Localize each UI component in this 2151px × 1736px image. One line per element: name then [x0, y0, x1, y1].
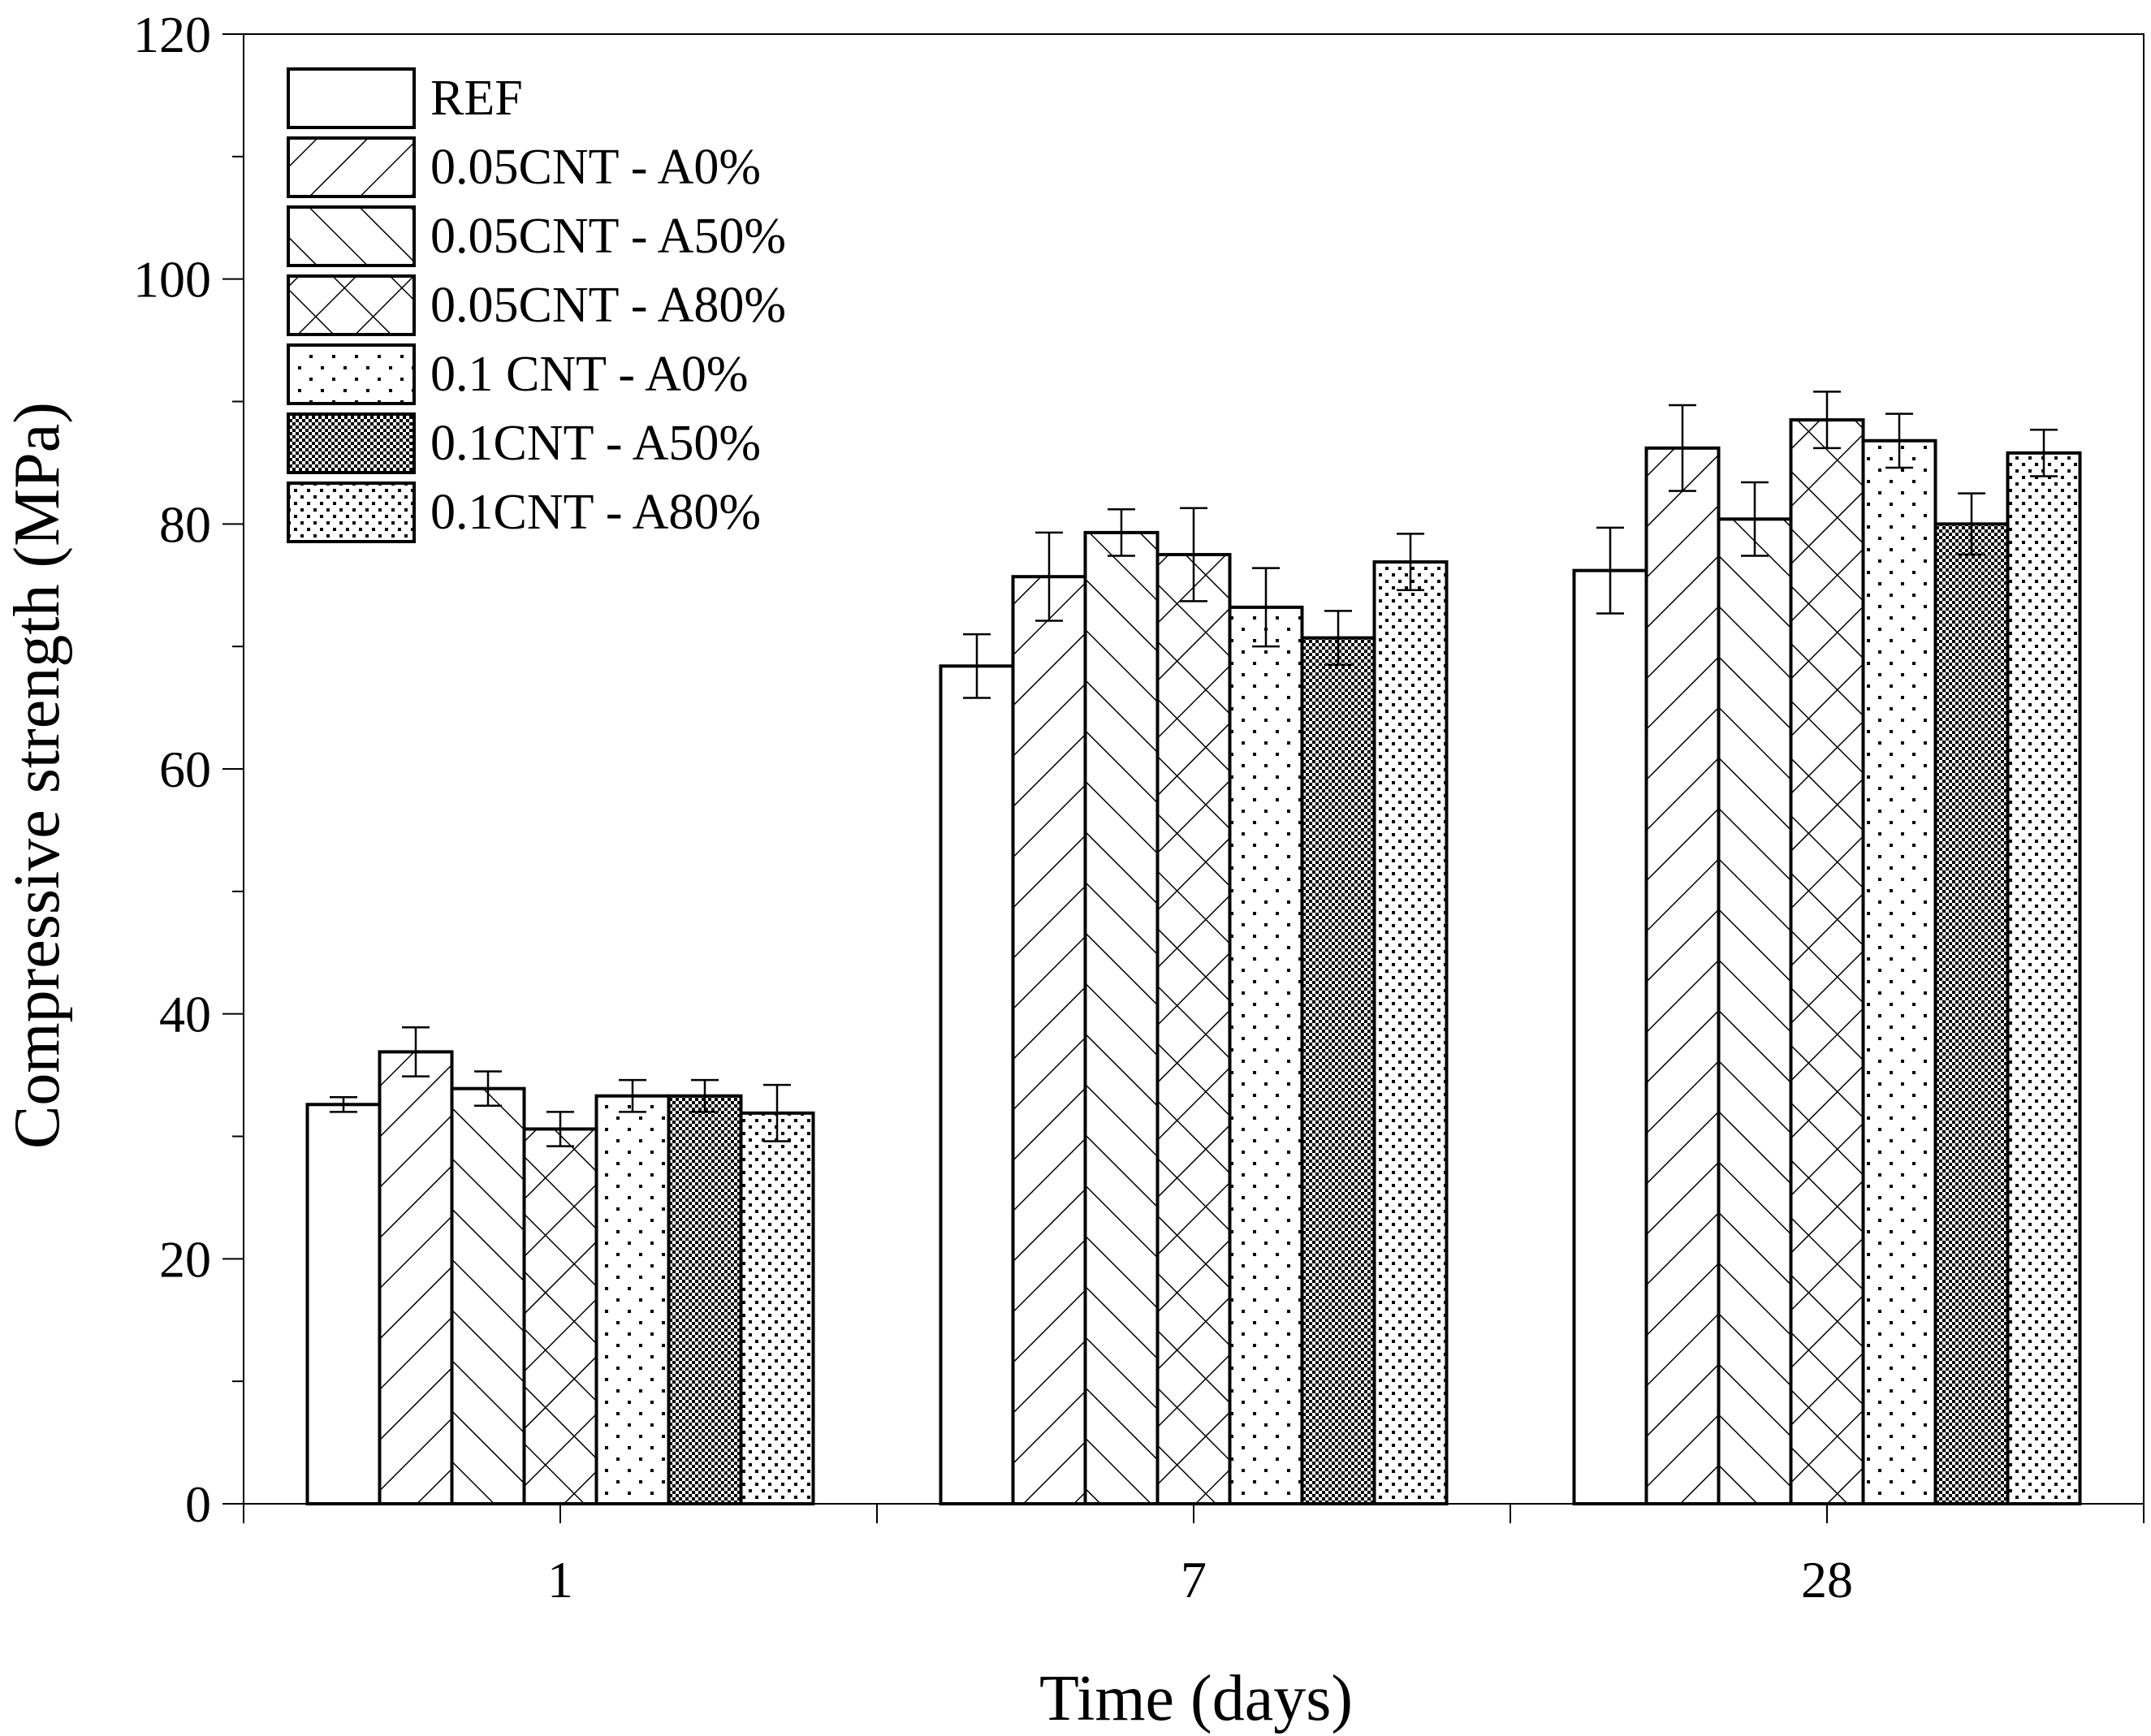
y-tick-label: 60: [159, 741, 211, 798]
bar: [1372, 560, 1449, 1505]
legend-swatch: [287, 412, 416, 474]
bar: [1861, 438, 1937, 1505]
y-tick-label: 100: [133, 251, 211, 309]
x-axis-title: Time (days): [1039, 1663, 1353, 1734]
y-tick-label: 120: [133, 6, 211, 63]
y-tick-label: 80: [159, 495, 211, 553]
legend-entry: 0.1 CNT - A0%: [430, 347, 749, 402]
bar: [1717, 517, 1793, 1505]
legend-swatch: [287, 482, 416, 543]
x-tick-label: 7: [1181, 1551, 1207, 1609]
bar: [1011, 575, 1087, 1505]
bar: [939, 664, 1015, 1505]
legend-entry: 0.1CNT - A50%: [430, 416, 761, 471]
legend-swatch: [287, 205, 416, 267]
y-tick-label: 40: [159, 986, 211, 1043]
bar: [378, 1050, 454, 1506]
bar: [2006, 451, 2082, 1505]
legend-entry: 0.05CNT - A0%: [430, 140, 761, 195]
bar: [1572, 568, 1648, 1505]
y-tick-label: 20: [159, 1230, 211, 1288]
bar-series: [305, 391, 2082, 1506]
bar: [739, 1111, 815, 1505]
bar: [594, 1094, 671, 1505]
bar: [1789, 418, 1865, 1505]
bar: [522, 1127, 598, 1505]
bar: [1300, 636, 1376, 1506]
legend: REF 0.05CNT - A0% 0.05CNT - A50% 0.05CNT - …: [287, 67, 786, 543]
x-tick-label: 1: [547, 1551, 573, 1609]
legend-swatch: [287, 274, 416, 336]
y-axis: 0 20 40 60 80 100 120: [133, 6, 244, 1533]
x-tick-label: 28: [1801, 1551, 1853, 1609]
legend-entry: 0.05CNT - A80%: [430, 278, 786, 333]
x-axis: 1 7 28: [243, 1504, 2145, 1609]
bar: [1933, 522, 2010, 1505]
y-axis-title: Compressive strength (MPa): [2, 402, 73, 1149]
legend-swatch: [287, 343, 416, 405]
bar: [1155, 553, 1232, 1506]
bar: [305, 1103, 382, 1505]
y-tick-label: 0: [185, 1475, 211, 1533]
legend-entry: REF: [430, 71, 523, 126]
bar: [450, 1086, 526, 1506]
legend-entry: 0.05CNT - A50%: [430, 209, 786, 264]
legend-swatch: [287, 136, 416, 198]
bar: [1644, 446, 1721, 1505]
bar: [1083, 530, 1160, 1505]
legend-entry: 0.1CNT - A80%: [430, 485, 761, 540]
bar: [667, 1094, 743, 1505]
legend-swatch: [287, 67, 416, 129]
bar: [1228, 605, 1304, 1505]
